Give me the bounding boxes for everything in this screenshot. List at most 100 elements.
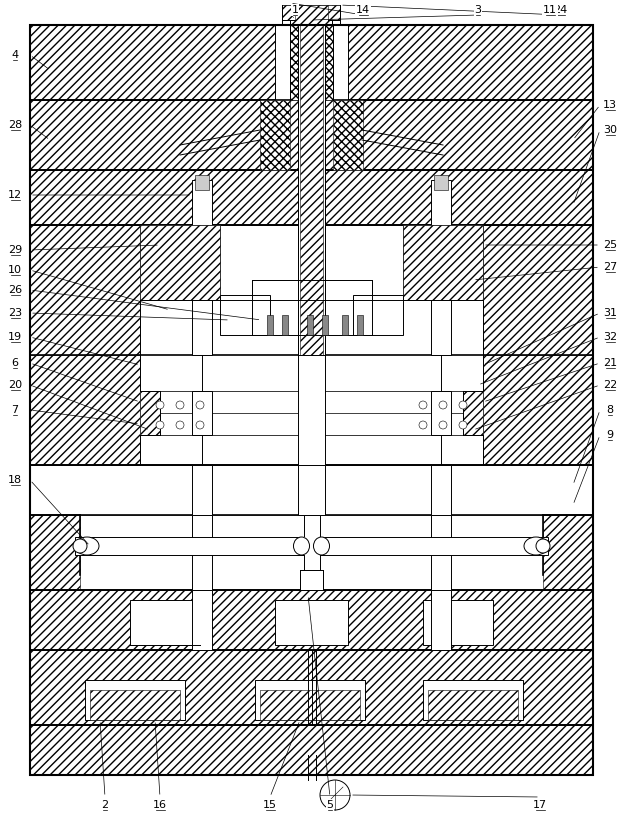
Bar <box>356 315 363 335</box>
Circle shape <box>156 401 164 409</box>
Text: 6: 6 <box>11 358 19 368</box>
Bar <box>30 465 593 515</box>
Bar <box>140 225 220 300</box>
Bar <box>298 465 325 515</box>
Text: 3: 3 <box>475 5 482 15</box>
Text: 1: 1 <box>292 5 298 15</box>
Bar <box>140 225 220 300</box>
Text: 7: 7 <box>11 405 19 415</box>
Bar <box>431 515 451 590</box>
Text: 29: 29 <box>8 245 22 255</box>
Bar <box>255 680 365 720</box>
Bar <box>428 690 518 720</box>
Bar <box>85 680 185 720</box>
Bar <box>431 465 451 515</box>
Bar <box>431 180 451 225</box>
Circle shape <box>196 401 204 409</box>
Bar <box>30 170 593 225</box>
Bar <box>290 25 333 100</box>
Text: 10: 10 <box>8 265 22 275</box>
Text: 24: 24 <box>553 5 567 15</box>
Bar <box>403 225 483 300</box>
Bar <box>252 280 371 335</box>
Text: 32: 32 <box>603 332 617 342</box>
Bar <box>302 537 321 555</box>
Text: 5: 5 <box>326 800 333 810</box>
Bar <box>192 465 212 515</box>
Bar <box>140 391 160 435</box>
Text: 18: 18 <box>8 475 22 485</box>
Bar <box>423 600 493 645</box>
Text: 22: 22 <box>603 380 617 390</box>
Text: 17: 17 <box>533 800 547 810</box>
Ellipse shape <box>293 537 310 555</box>
Bar <box>30 590 593 650</box>
Bar <box>431 391 451 435</box>
Bar <box>483 225 593 355</box>
Circle shape <box>320 780 350 810</box>
Circle shape <box>73 539 87 553</box>
Text: 25: 25 <box>603 240 617 250</box>
Ellipse shape <box>313 537 330 555</box>
Text: 23: 23 <box>8 308 22 318</box>
Bar <box>431 225 451 355</box>
Bar <box>300 25 323 355</box>
Bar <box>267 315 272 335</box>
Bar <box>290 5 332 25</box>
Ellipse shape <box>75 537 99 555</box>
Bar <box>275 25 348 100</box>
Bar <box>298 25 325 355</box>
Text: 20: 20 <box>8 380 22 390</box>
Ellipse shape <box>524 537 548 555</box>
Bar <box>341 315 348 335</box>
Circle shape <box>459 421 467 429</box>
Bar <box>260 690 360 720</box>
Text: 26: 26 <box>8 285 22 295</box>
Bar <box>304 515 320 590</box>
Text: 19: 19 <box>8 332 22 342</box>
Circle shape <box>156 421 164 429</box>
Bar <box>282 5 340 25</box>
Bar <box>483 355 593 465</box>
Bar <box>140 413 483 435</box>
Text: 27: 27 <box>603 262 617 272</box>
Bar <box>463 391 483 435</box>
Bar <box>300 570 323 590</box>
Bar <box>192 225 212 355</box>
Bar <box>353 295 403 335</box>
Circle shape <box>419 421 427 429</box>
Bar <box>543 515 593 590</box>
Text: 16: 16 <box>153 800 167 810</box>
Bar <box>90 690 180 720</box>
Text: 15: 15 <box>263 800 277 810</box>
Text: 13: 13 <box>603 100 617 110</box>
Circle shape <box>176 401 184 409</box>
Bar <box>423 680 523 720</box>
Circle shape <box>439 401 447 409</box>
Bar <box>30 515 80 590</box>
Bar <box>403 225 483 300</box>
Bar <box>75 537 548 555</box>
Circle shape <box>196 421 204 429</box>
Bar <box>192 391 212 435</box>
Circle shape <box>439 421 447 429</box>
Circle shape <box>176 421 184 429</box>
Bar <box>321 315 328 335</box>
Circle shape <box>459 401 467 409</box>
Text: 30: 30 <box>603 125 617 135</box>
Text: 21: 21 <box>603 358 617 368</box>
Bar <box>328 5 340 20</box>
Text: 9: 9 <box>606 430 614 440</box>
Bar <box>333 100 363 170</box>
Circle shape <box>419 401 427 409</box>
Bar <box>282 315 287 335</box>
Bar <box>192 590 212 650</box>
Bar <box>275 600 348 645</box>
Text: 4: 4 <box>11 50 19 60</box>
Bar <box>220 295 270 335</box>
Bar <box>30 25 593 100</box>
Bar <box>192 180 212 225</box>
Bar <box>30 725 593 775</box>
Bar <box>307 315 313 335</box>
Text: 8: 8 <box>606 405 614 415</box>
